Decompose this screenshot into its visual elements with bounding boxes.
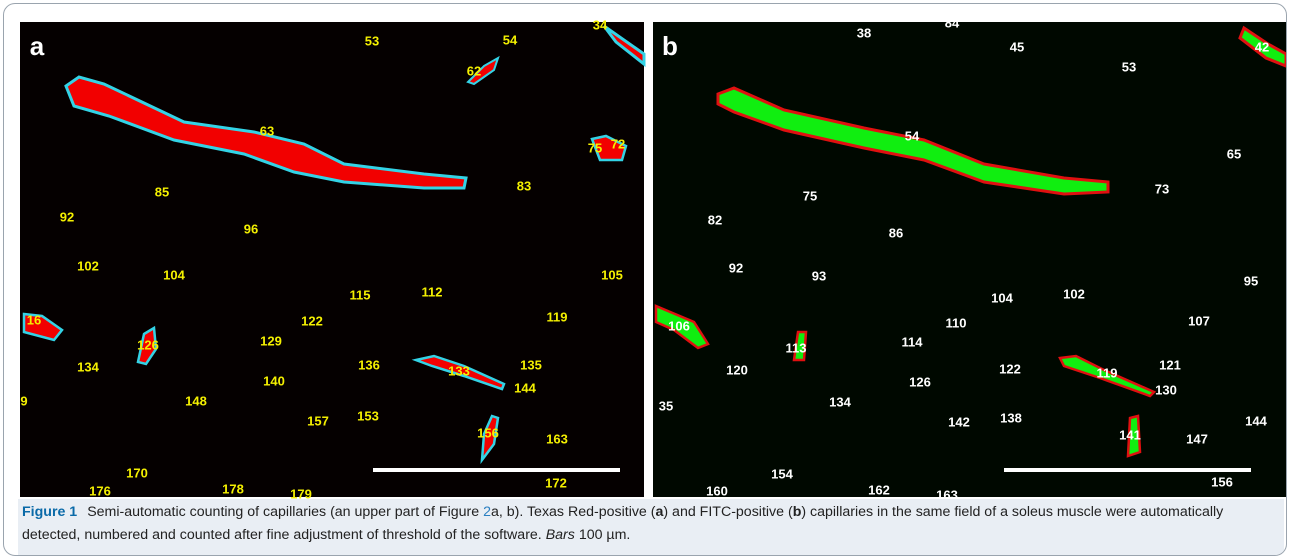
cell-number: 144 [1245,413,1267,428]
cell-number: 86 [889,225,903,240]
panel-label: a [30,31,45,61]
cell-number: 121 [1159,357,1181,372]
cell-number: 138 [1000,410,1022,425]
cell-number: 147 [1186,431,1208,446]
cell-number: 107 [1188,313,1210,328]
caption-text: b [792,504,802,520]
cell-number: 54 [905,128,920,143]
cell-number: 135 [520,357,542,372]
cell-number: 157 [307,413,329,428]
cell-number: 122 [301,313,323,328]
cell-number: 172 [545,475,567,490]
cell-number: 133 [448,363,470,378]
cell-number: 54 [503,32,518,47]
cell-number: 160 [706,483,728,498]
cell-number: 142 [948,414,970,429]
cell-number: 104 [163,267,185,282]
cell-number: 176 [89,483,111,498]
cell-number: 96 [244,221,258,236]
cell-number: 102 [1063,286,1085,301]
cell-number: 42 [1255,39,1269,54]
cell-number: 156 [1211,474,1233,489]
cell-number: 106 [668,318,690,333]
cell-number: 148 [185,393,207,408]
cell-number: 93 [812,268,826,283]
cell-number: 178 [222,481,244,496]
figure-link[interactable]: 2 [483,504,491,520]
cell-number: 126 [909,374,931,389]
caption-text: Bars [545,527,575,543]
cell-number: 16 [27,312,41,327]
caption-text: a [655,504,664,520]
cell-number: 53 [365,33,379,48]
cell-number: 83 [517,178,531,193]
cell-number: 35 [659,398,673,413]
cell-number: 163 [936,487,958,502]
cell-number: 65 [1227,146,1241,161]
cell-number: 34 [593,17,608,32]
cell-number: 153 [357,408,379,423]
cell-number: 75 [803,188,817,203]
cell-number: 92 [729,260,743,275]
cell-number: 45 [1010,39,1024,54]
cell-number: 134 [77,359,99,374]
cell-number: 119 [1097,365,1118,380]
cell-number: 130 [1155,382,1177,397]
vessels-b [654,25,1286,458]
cell-number: 162 [868,482,890,497]
cell-number: 92 [60,209,74,224]
cell-number: 129 [260,333,282,348]
cell-number: 112 [422,284,443,299]
cell-number: 144 [514,380,536,395]
cell-number: 63 [260,123,274,138]
cell-number: 84 [945,15,960,30]
cell-number: 140 [263,373,285,388]
cell-number: 163 [546,431,568,446]
cell-number: 120 [726,362,748,377]
vessels-a [22,24,646,465]
cell-number: 75 [588,140,602,155]
cell-number: 179 [290,486,312,501]
caption: Figure 1 Semi-automatic counting of capil… [18,499,1284,555]
cell-number: 85 [155,184,169,199]
caption-text: ) capillaries in the same field of a sol… [22,504,1224,543]
cell-number: 113 [786,340,807,355]
cell-number: 134 [829,394,851,409]
cell-number: 156 [477,425,499,440]
caption-text: ) and FITC-positive ( [663,504,793,520]
cell-number: 95 [1244,273,1258,288]
cell-number: 154 [771,466,793,481]
figure-images: a b 34 53 54 62 63 75 72 85 83 92 96 102 104 105 115 11… [20,15,1286,502]
cell-number: 105 [601,267,623,282]
cell-number: 9 [20,393,27,408]
figure: a b 34 53 54 62 63 75 72 85 83 92 96 102 104 105 115 11… [3,3,1287,556]
panel-label: b [662,31,678,61]
caption-text: a, b). Texas Red-positive ( [490,504,656,520]
cell-number: 53 [1122,59,1136,74]
cell-number: 170 [126,465,148,480]
cell-number: 114 [902,334,924,349]
cell-number: 82 [708,212,722,227]
caption-label: Figure 1 [22,504,78,520]
cell-number: 136 [358,357,380,372]
caption-text: Semi-automatic counting of capillaries (… [87,504,484,520]
cell-number: 115 [350,287,371,302]
caption-text: 100 µm. [574,527,631,543]
cell-number: 110 [946,315,967,330]
cell-number: 122 [999,361,1021,376]
cell-number: 73 [1155,181,1169,196]
cell-number: 104 [991,290,1013,305]
cell-number: 102 [77,258,99,273]
cell-number: 126 [137,337,159,352]
cell-number: 62 [467,63,481,78]
cell-number: 141 [1119,427,1141,442]
cell-number: 72 [611,136,625,151]
cell-number: 119 [547,309,568,324]
cell-number: 38 [857,25,871,40]
